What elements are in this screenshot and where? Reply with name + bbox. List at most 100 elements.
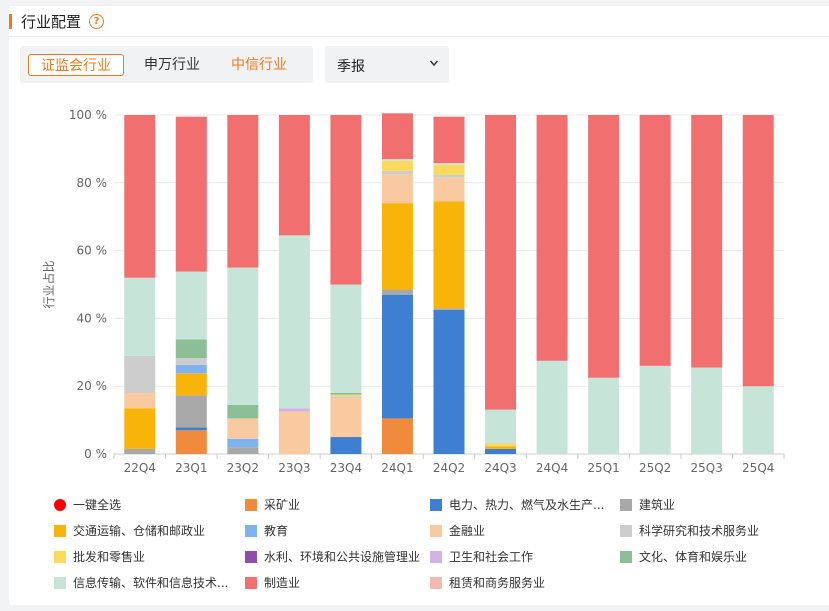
bar-segment [485, 409, 517, 444]
legend-swatch [54, 577, 66, 589]
tab-sw-industry[interactable]: 申万行业 [144, 57, 200, 73]
bar-segment [124, 408, 156, 449]
bar-segment [330, 392, 362, 395]
legend-swatch [620, 525, 632, 537]
legend-label: 卫生和社会工作 [449, 550, 534, 564]
y-axis-label: 行业占比 [41, 260, 56, 308]
bar-segment [330, 394, 362, 397]
y-tick-label: 0 % [84, 447, 107, 461]
page-title: 行业配置 [21, 13, 82, 31]
bar-segment [175, 395, 207, 428]
legend-label: 制造业 [264, 576, 301, 590]
bar-segment [124, 355, 156, 393]
legend-label: 一键全选 [73, 498, 122, 512]
title-accent-bar [9, 14, 12, 29]
bar-segment [536, 115, 568, 361]
tab-csrc-industry[interactable]: 证监会行业 [28, 54, 124, 76]
bar-segment [330, 396, 362, 399]
question-circle-icon[interactable]: ? [89, 14, 104, 29]
bar-segment [175, 358, 207, 365]
chart-legend: 一键全选 采矿业 电力、热力、燃气及水生产... 建筑业 交通运输、仓储和邮政业 教育 金融… [54, 497, 814, 597]
bar-segment [175, 373, 207, 396]
bar-segment [433, 177, 465, 202]
bar-segment [485, 448, 517, 454]
bar-segment [330, 398, 362, 438]
bar-segment [278, 408, 310, 412]
bar-segment [227, 404, 259, 419]
industry-classification-tabs: 证监会行业 申万行业 中信行业 [20, 46, 313, 83]
y-tick-label: 60 % [77, 244, 108, 258]
bar-segment [227, 115, 259, 268]
bar-segment [433, 308, 465, 310]
legend-label: 信息传输、软件和信息技术... [73, 576, 229, 590]
bar-segment [691, 115, 723, 368]
bar-segment [227, 447, 259, 454]
bar-segment [124, 115, 156, 278]
period-select[interactable]: 季报 [325, 46, 449, 83]
bar-segment [227, 267, 259, 405]
x-tick-label: 23Q2 [227, 461, 259, 475]
industry-stacked-bar-chart: 0 % 20 % 40 % 60 % 80 % 100 % 行业占比 22Q4 23Q1 23Q2… [41, 108, 785, 475]
bar-segment [330, 115, 362, 285]
legend-swatch [54, 551, 66, 563]
bar-segment [278, 411, 310, 454]
chevron-down-icon [429, 60, 439, 67]
legend-label: 教育 [264, 524, 289, 538]
bar-segment [588, 377, 620, 454]
industry-allocation-card: 行业配置 ? 证监会行业 申万行业 中信行业 季报 0 % 20 % 40 % 60 … [9, 6, 829, 605]
legend-label: 批发和零售业 [73, 550, 146, 564]
bar-segment [175, 271, 207, 340]
legend-label: 科学研究和技术服务业 [639, 524, 760, 538]
bar-segment [742, 115, 774, 387]
bar-segment [433, 175, 465, 178]
bar-segment [485, 446, 517, 449]
legend-label: 建筑业 [639, 498, 676, 512]
legend-swatch [245, 551, 257, 563]
bar-segment [381, 159, 413, 161]
x-tick-label: 25Q2 [639, 461, 671, 475]
bar-segment [485, 443, 517, 447]
bar-segment [175, 364, 207, 374]
tab-citic-industry[interactable]: 中信行业 [231, 57, 287, 73]
bar-segment [536, 360, 568, 454]
legend-swatch [430, 499, 442, 511]
legend-swatch [430, 577, 442, 589]
legend-swatch [54, 499, 66, 511]
bar-segment [433, 163, 465, 165]
bar-segment [381, 294, 413, 419]
bar-segment [381, 113, 413, 160]
bar-segment [433, 201, 465, 309]
bar-segment [433, 164, 465, 176]
bar-segment [175, 427, 207, 431]
bar-segment [175, 339, 207, 359]
period-select-value: 季报 [337, 59, 365, 75]
legend-swatch [245, 525, 257, 537]
legend-swatch [245, 577, 257, 589]
bar-segment [485, 115, 517, 410]
bar-segment [433, 116, 465, 164]
x-tick-label: 23Q3 [278, 461, 310, 475]
legend-label: 文化、体育和娱乐业 [639, 550, 748, 564]
bar-segment [691, 367, 723, 454]
bar-segment [639, 115, 671, 366]
bar-segment [124, 448, 156, 454]
bar-segment [381, 289, 413, 295]
x-tick-label: 24Q4 [536, 461, 568, 475]
bar-segment [175, 430, 207, 454]
y-tick-label: 100 % [69, 108, 107, 122]
bar-segment [330, 437, 362, 454]
bar-segment [278, 115, 310, 236]
bar-segment [381, 203, 413, 290]
x-tick-label: 22Q4 [124, 461, 156, 475]
x-tick-label: 24Q3 [484, 461, 516, 475]
card-header: 行业配置 ? [9, 6, 829, 37]
x-tick-label: 24Q2 [433, 461, 465, 475]
legend-label: 租赁和商务服务业 [449, 576, 546, 590]
x-tick-label: 25Q3 [691, 461, 723, 475]
x-tick-label: 24Q1 [381, 461, 413, 475]
bar-segment [381, 160, 413, 171]
y-tick-label: 40 % [77, 311, 108, 325]
x-tick-label: 25Q4 [742, 461, 774, 475]
legend-label: 采矿业 [264, 498, 301, 512]
bar-segment [124, 392, 156, 409]
